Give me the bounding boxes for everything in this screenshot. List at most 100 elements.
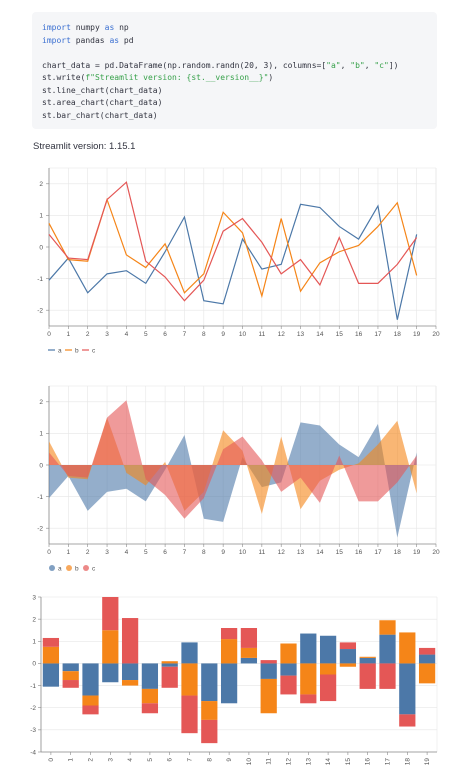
legend-symbol-a bbox=[49, 565, 55, 571]
x-tick-label: 7 bbox=[183, 331, 187, 338]
legend-label-a: a bbox=[58, 565, 62, 572]
x-tick-label: 15 bbox=[336, 549, 344, 556]
x-tick-label: 7 bbox=[183, 549, 187, 556]
code-lines: import numpy as np import pandas as pd cha… bbox=[42, 22, 437, 122]
code-token: , bbox=[340, 60, 351, 70]
x-tick-label: 18 bbox=[404, 758, 411, 766]
x-tick-label: 2 bbox=[88, 758, 95, 762]
code-token: ) bbox=[268, 73, 274, 82]
x-tick-label: 19 bbox=[413, 549, 421, 556]
bar-c bbox=[82, 705, 99, 715]
x-tick-label: 13 bbox=[297, 549, 305, 556]
bar-a bbox=[141, 663, 159, 689]
bar-b bbox=[418, 663, 436, 684]
x-tick-label: 12 bbox=[286, 758, 293, 766]
series-line-a bbox=[48, 203, 418, 320]
x-tick-label: 18 bbox=[394, 549, 402, 556]
code-token: st.area_chart(chart_data) bbox=[42, 98, 163, 107]
x-tick-label: 0 bbox=[47, 331, 51, 338]
x-tick-label: 5 bbox=[144, 331, 148, 338]
bar-b bbox=[359, 656, 376, 658]
bar-c bbox=[319, 674, 337, 702]
bar-c bbox=[399, 714, 416, 727]
x-tick-label: 4 bbox=[125, 549, 129, 556]
code-token: st.bar_chart(chart_data) bbox=[42, 110, 158, 120]
bar-a bbox=[359, 657, 376, 664]
y-tick-label: -1 bbox=[37, 276, 43, 283]
x-tick-label: 1 bbox=[67, 549, 71, 556]
code-line: st.area_chart(chart_data) bbox=[42, 97, 437, 110]
y-tick-label: -2 bbox=[30, 705, 36, 712]
code-token: np bbox=[114, 23, 129, 32]
x-tick-label: 5 bbox=[144, 549, 148, 556]
code-token: st.line_chart(chart_data) bbox=[42, 85, 163, 95]
bar-b bbox=[141, 688, 159, 704]
code-line bbox=[42, 47, 437, 60]
x-tick-label: 2 bbox=[86, 331, 90, 338]
x-tick-label: 1 bbox=[67, 331, 71, 338]
x-tick-label: 11 bbox=[258, 549, 265, 556]
bar-b bbox=[240, 647, 258, 658]
bar-b bbox=[399, 632, 416, 664]
bar-c bbox=[359, 663, 376, 689]
x-tick-label: 9 bbox=[226, 758, 233, 762]
bar-b bbox=[379, 620, 396, 635]
code-line: import pandas as pd bbox=[42, 35, 437, 48]
x-tick-label: 20 bbox=[432, 549, 440, 556]
y-tick-label: 2 bbox=[39, 399, 43, 406]
bar-b bbox=[42, 646, 60, 664]
x-tick-label: 3 bbox=[105, 549, 109, 556]
x-tick-label: 7 bbox=[187, 758, 194, 762]
code-token: pandas bbox=[70, 35, 110, 45]
bar-a bbox=[319, 635, 337, 664]
area-chart[interactable]: 0 1 2 3 4 5 6 7 8 9 10 11 12 13 14 15 16 17 18 19 20-2-1012a… bbox=[0, 378, 474, 578]
x-tick-label: 11 bbox=[258, 331, 265, 338]
x-tick-label: 8 bbox=[206, 758, 213, 762]
legend-label-b: b bbox=[75, 565, 79, 572]
x-tick-label: 0 bbox=[47, 549, 51, 556]
x-tick-label: 6 bbox=[167, 758, 174, 762]
code-token: , bbox=[364, 60, 375, 70]
y-tick-label: 0 bbox=[39, 244, 43, 251]
code-token: as bbox=[109, 35, 120, 45]
x-tick-label: 9 bbox=[221, 331, 225, 338]
x-tick-label: 17 bbox=[374, 331, 382, 338]
y-tick-label: 1 bbox=[39, 431, 43, 438]
x-tick-label: 12 bbox=[278, 331, 286, 338]
legend-symbol-b bbox=[66, 565, 72, 571]
bar-a bbox=[181, 642, 198, 664]
y-tick-label: -3 bbox=[30, 727, 36, 734]
x-tick-label: 10 bbox=[239, 549, 247, 556]
legend-label-c: c bbox=[92, 565, 96, 572]
code-token: as bbox=[104, 23, 115, 32]
bar-b bbox=[260, 678, 277, 714]
code-token: import bbox=[42, 35, 71, 45]
y-tick-label: -1 bbox=[30, 683, 36, 690]
bar-c bbox=[201, 719, 218, 744]
code-token: "a" bbox=[326, 60, 341, 70]
x-tick-label: 15 bbox=[345, 758, 352, 766]
legend-label-a: a bbox=[58, 347, 62, 354]
bar-c bbox=[181, 695, 198, 734]
bar-a bbox=[260, 663, 277, 679]
x-tick-label: 5 bbox=[147, 758, 154, 762]
x-tick-label: 2 bbox=[86, 549, 90, 556]
code-line: import numpy as np bbox=[42, 22, 437, 35]
code-line: st.bar_chart(chart_data) bbox=[42, 110, 437, 123]
x-tick-label: 15 bbox=[336, 331, 344, 338]
code-token: pd bbox=[119, 35, 134, 45]
x-tick-label: 0 bbox=[48, 758, 55, 762]
bar-b bbox=[319, 663, 337, 675]
bar-b bbox=[181, 663, 198, 696]
code-line: st.line_chart(chart_data) bbox=[42, 85, 437, 98]
y-tick-label: 1 bbox=[32, 639, 36, 646]
x-tick-label: 16 bbox=[355, 331, 363, 338]
bar-b bbox=[62, 671, 79, 681]
y-tick-label: -2 bbox=[37, 526, 43, 533]
bar-b bbox=[280, 643, 297, 664]
line-chart[interactable]: 0 1 2 3 4 5 6 7 8 9 10 11 12 13 14 15 16 17 18 19 20-2-1012a… bbox=[0, 160, 474, 360]
code-token: f"Streamlit version: {st.__version__}" bbox=[85, 73, 269, 82]
x-tick-label: 8 bbox=[202, 331, 206, 338]
series-line-b bbox=[48, 197, 418, 299]
